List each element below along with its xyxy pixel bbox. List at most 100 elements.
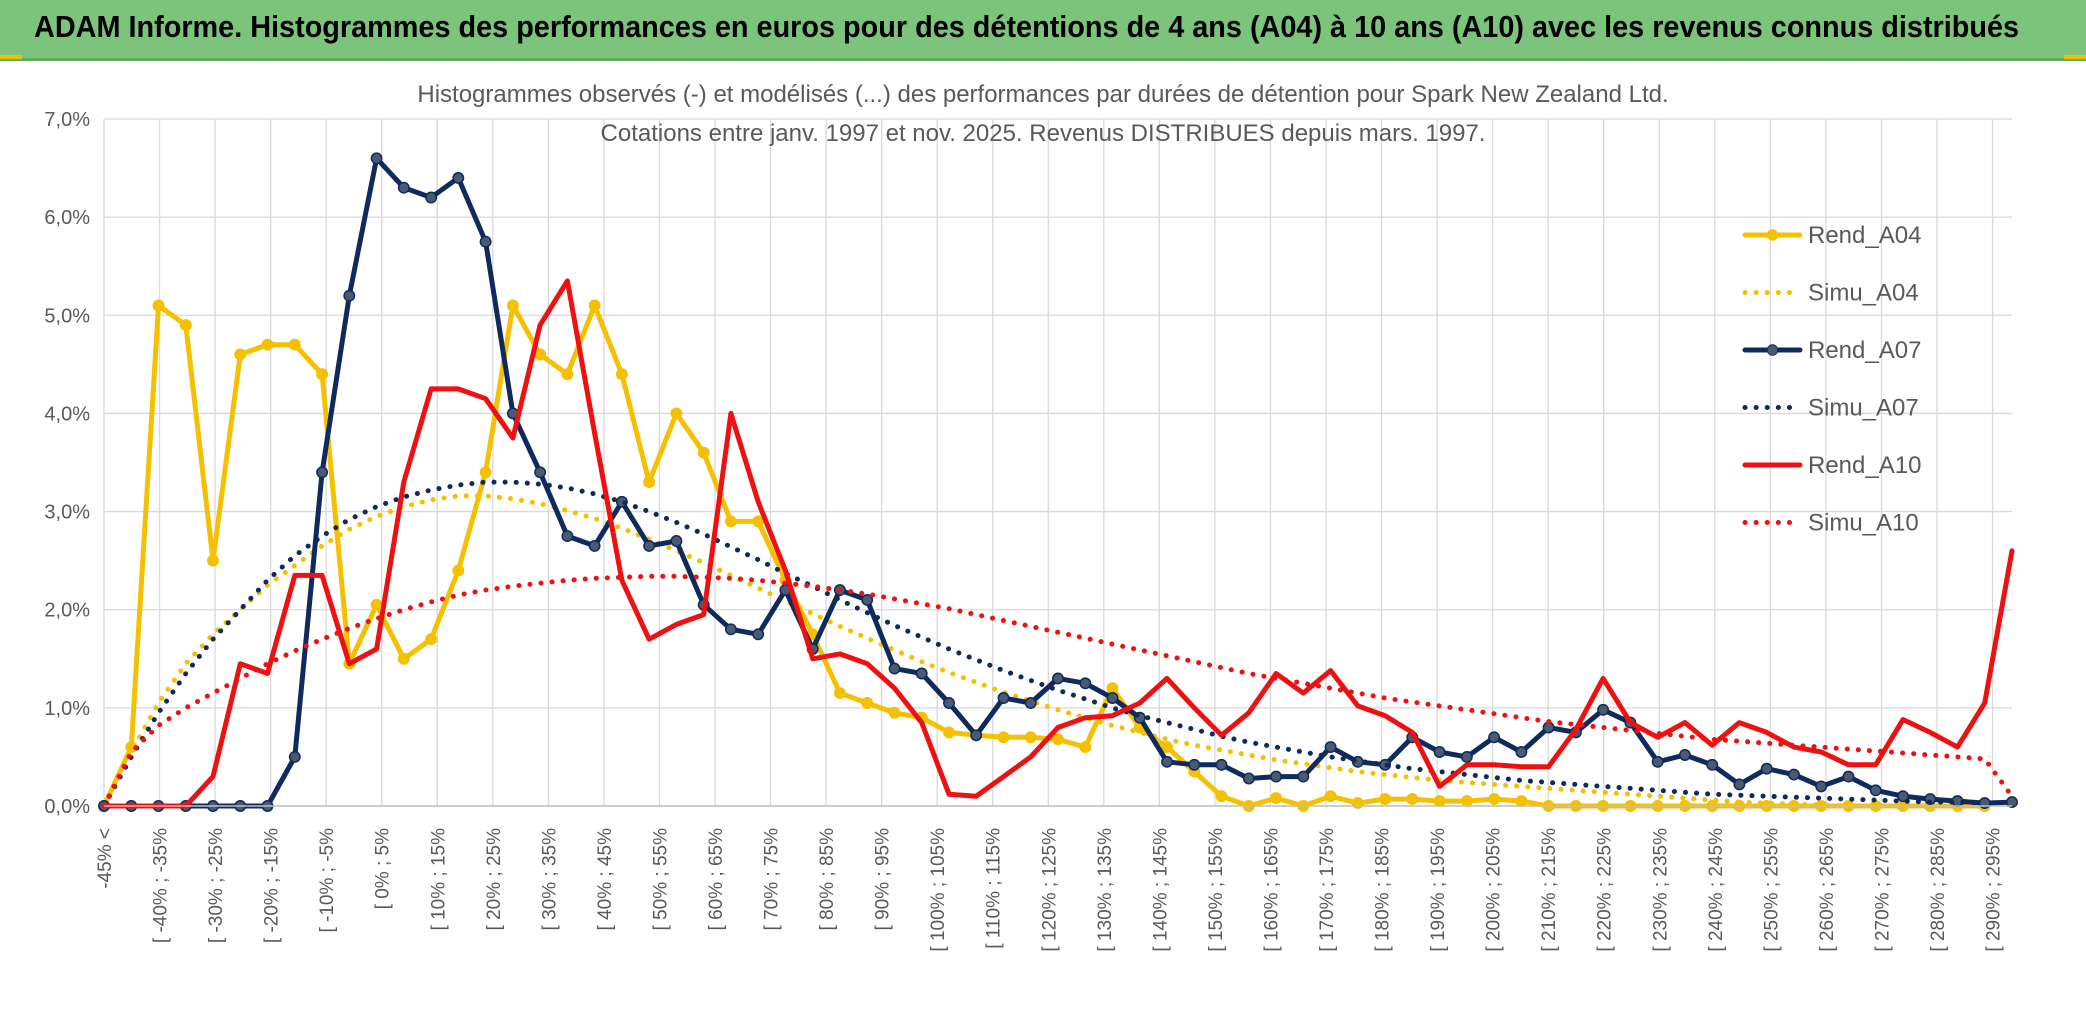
data-point-rend_a07 [479, 235, 492, 248]
data-point-rend_a04 [697, 446, 710, 459]
x-tick-label: [ 20% ; 25% [484, 828, 505, 931]
x-tick-label: [ 150% ; 155% [1206, 828, 1227, 952]
data-point-rend_a07 [1324, 741, 1337, 754]
data-point-rend_a07 [1079, 677, 1092, 690]
x-tick-label: -45% < [95, 828, 116, 889]
data-point-rend_a07 [643, 539, 656, 552]
data-point-rend_a04 [1052, 733, 1064, 746]
series-line-rend_a04 [101, 303, 1988, 809]
data-point-rend_a07 [861, 593, 874, 606]
data-point-rend_a07 [1488, 731, 1501, 744]
x-tick-label: [ 170% ; 175% [1317, 828, 1338, 952]
x-tick-label: [ 110% ; 115% [984, 828, 1005, 949]
data-point-rend_a07 [1706, 758, 1719, 771]
data-point-rend_a04 [261, 338, 274, 351]
data-point-rend_a04 [1515, 795, 1528, 808]
data-point-rend_a04 [1106, 682, 1119, 695]
series-line-rend_a10 [101, 278, 2015, 809]
data-point-rend_a07 [1106, 692, 1119, 704]
y-tick-label: 6,0% [44, 207, 90, 229]
grid-layer [103, 118, 2012, 807]
x-tick-label: [ -20% ; -15% [262, 828, 283, 943]
legend-label-rend_a10: Rend_A10 [1808, 452, 1921, 479]
data-point-rend_a07 [1433, 746, 1446, 758]
data-point-rend_a07 [1897, 790, 1909, 803]
report-banner: ADAM Informe. Histogrammes des performan… [0, 0, 2086, 61]
x-tick-label: [ 100% ; 105% [928, 828, 949, 952]
data-point-rend_a07 [588, 539, 601, 552]
chart-area: 0,0% 1,0% 2,0% 3,0% 4,0% 5,0% 6,0% 7,0% -45% < [ … [0, 61, 2086, 1033]
data-point-rend_a07 [1270, 770, 1283, 783]
data-point-rend_a04 [397, 652, 410, 665]
data-point-rend_a04 [179, 319, 192, 332]
data-point-rend_a04 [452, 564, 465, 577]
data-point-rend_a07 [2006, 796, 2018, 809]
x-tick-label: [ 80% ; 85% [817, 828, 838, 931]
x-tick-label: [ 180% ; 185% [1373, 828, 1394, 952]
x-tick-label: [ 290% ; 295% [1984, 828, 2005, 952]
x-tick-label: [ -10% ; -5% [317, 828, 338, 933]
x-tick-label: [ 230% ; 235% [1650, 828, 1671, 952]
data-point-rend_a04 [506, 299, 519, 312]
data-point-rend_a07 [997, 692, 1010, 704]
legend-marker-rend_a04 [1766, 229, 1779, 241]
x-tick-label: [ 200% ; 205% [1484, 828, 1505, 952]
data-point-rend_a04 [1270, 792, 1283, 805]
data-point-rend_a07 [1460, 750, 1473, 763]
data-point-rend_a07 [397, 181, 410, 194]
data-point-rend_a04 [370, 598, 383, 611]
data-point-rend_a04 [207, 554, 219, 567]
series-line-simu_a10 [101, 573, 2015, 809]
data-point-rend_a04 [1488, 793, 1501, 806]
data-point-rend_a07 [1787, 768, 1800, 781]
data-point-rend_a07 [1024, 697, 1037, 709]
x-tick-label: [ 240% ; 245% [1706, 828, 1727, 952]
y-tick-label: 7,0% [44, 109, 90, 131]
data-point-rend_a04 [1161, 741, 1173, 754]
y-tick-label: 2,0% [44, 600, 90, 622]
series-line-simu_a04 [101, 493, 1988, 809]
data-point-rend_a04 [152, 299, 165, 312]
corner-accent-right [2064, 55, 2086, 59]
data-point-rend_a07 [724, 623, 737, 636]
axis-layer: 0,0% 1,0% 2,0% 3,0% 4,0% 5,0% 6,0% 7,0% -45% < [ … [44, 109, 2012, 952]
data-point-rend_a07 [343, 289, 356, 302]
data-point-rend_a07 [316, 466, 329, 479]
data-point-rend_a04 [615, 368, 628, 381]
legend-label-simu_a04: Simu_A04 [1808, 280, 1919, 307]
data-point-rend_a04 [861, 697, 874, 709]
x-tick-label: [ 10% ; 15% [428, 828, 449, 931]
x-tick-label: [ 260% ; 265% [1817, 828, 1838, 952]
data-point-rend_a04 [1406, 793, 1419, 806]
data-point-rend_a07 [752, 628, 765, 641]
data-point-rend_a07 [1515, 746, 1528, 758]
data-point-rend_a07 [1215, 758, 1228, 771]
data-point-rend_a07 [943, 697, 955, 709]
data-point-rend_a04 [425, 633, 438, 646]
x-tick-label: [ 90% ; 95% [873, 828, 894, 931]
data-point-rend_a04 [288, 338, 301, 351]
data-point-rend_a04 [1379, 793, 1392, 806]
data-point-rend_a07 [1678, 749, 1691, 761]
data-point-rend_a07 [561, 530, 574, 543]
series-line-simu_a07 [101, 479, 1988, 809]
data-point-rend_a04 [643, 476, 656, 489]
x-tick-label: [ 0% ; 5% [373, 828, 394, 909]
y-tick-label: 4,0% [44, 403, 90, 425]
data-point-rend_a07 [970, 729, 983, 742]
data-point-rend_a07 [1297, 770, 1310, 783]
data-point-rend_a04 [1215, 790, 1228, 803]
x-tick-label: [ 250% ; 255% [1761, 828, 1782, 952]
x-tick-label: [ 70% ; 75% [762, 828, 783, 931]
x-tick-label: [ -30% ; -25% [206, 828, 227, 943]
data-point-rend_a07 [425, 191, 438, 204]
x-tick-label: [ 280% ; 285% [1928, 828, 1949, 952]
data-point-rend_a04 [1024, 731, 1037, 744]
data-point-rend_a07 [288, 750, 301, 763]
legend-marker-rend_a07 [1766, 344, 1779, 356]
data-point-rend_a07 [1842, 770, 1855, 783]
data-point-rend_a07 [1161, 755, 1173, 768]
data-point-rend_a07 [1188, 758, 1201, 771]
data-point-rend_a07 [1651, 755, 1664, 768]
x-tick-label: [ 220% ; 225% [1595, 828, 1616, 952]
